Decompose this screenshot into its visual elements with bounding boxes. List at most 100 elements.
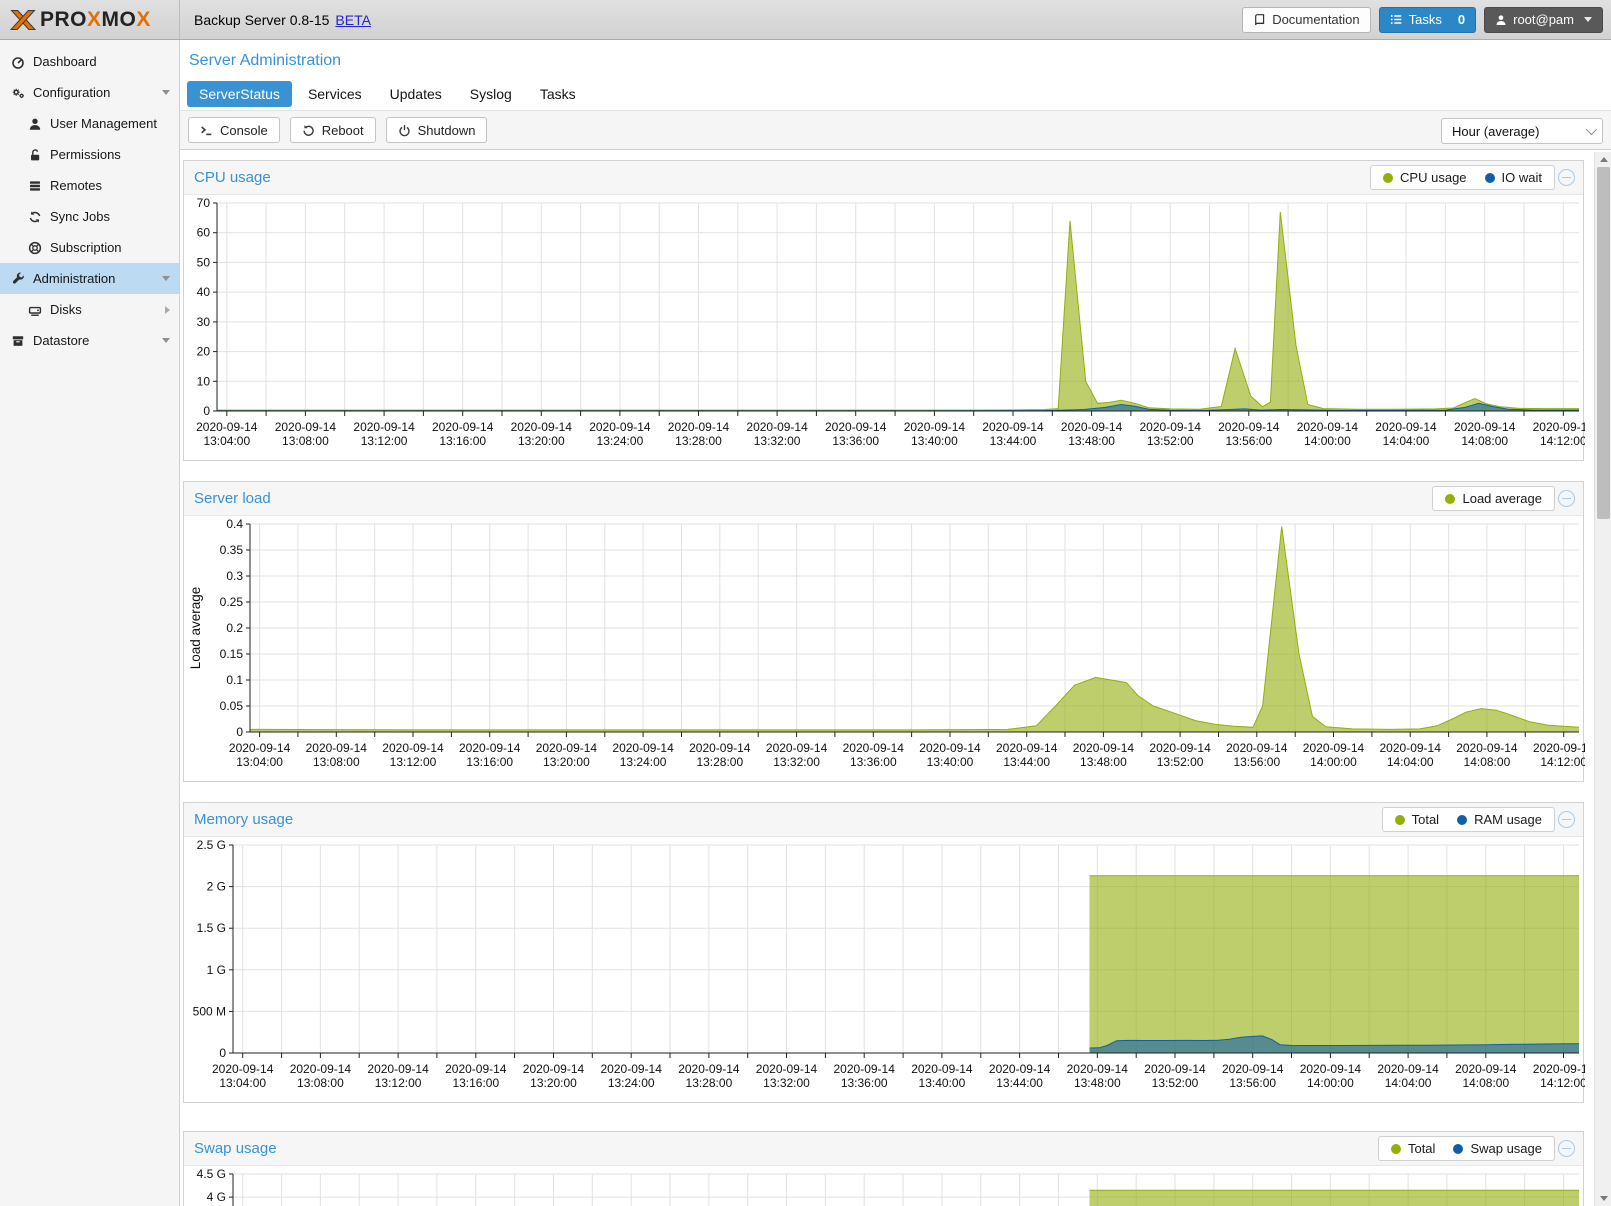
svg-text:2020-09-14: 2020-09-14 (367, 1062, 429, 1076)
svg-text:2020-09-14: 2020-09-14 (445, 1062, 507, 1076)
svg-text:13:44:00: 13:44:00 (990, 434, 1037, 448)
timeframe-value: Hour (average) (1452, 123, 1540, 139)
sidebar-item-datastore[interactable]: Datastore (0, 325, 179, 356)
legend-cpu-usage[interactable]: CPU usage (1383, 170, 1467, 185)
svg-text:2020-09-14: 2020-09-14 (1061, 420, 1123, 434)
svg-text:2020-09-14: 2020-09-14 (1140, 420, 1202, 434)
svg-text:13:12:00: 13:12:00 (375, 1076, 422, 1090)
svg-text:2020-09-14: 2020-09-14 (1300, 1062, 1362, 1076)
scroll-up-button[interactable] (1595, 152, 1611, 167)
svg-text:14:04:00: 14:04:00 (1387, 755, 1434, 769)
proxmox-x-icon (10, 9, 36, 30)
legend-swap-usage[interactable]: Swap usage (1453, 1141, 1542, 1156)
legend-dot-icon (1453, 1143, 1464, 1154)
svg-text:13:24:00: 13:24:00 (597, 434, 644, 448)
sidebar-item-label: Remotes (50, 178, 103, 193)
legend-dot-icon (1445, 493, 1456, 504)
timeframe-select[interactable]: Hour (average) (1441, 118, 1603, 144)
legend-load-average[interactable]: Load average (1445, 491, 1542, 506)
legend-label: CPU usage (1400, 170, 1467, 185)
svg-text:13:28:00: 13:28:00 (686, 1076, 733, 1090)
sidebar-item-label: Sync Jobs (50, 209, 110, 224)
svg-text:14:08:00: 14:08:00 (1462, 1076, 1509, 1090)
tasks-button[interactable]: Tasks 0 (1378, 6, 1477, 33)
panel-header: Memory usage Total RAM usage (184, 803, 1583, 837)
svg-text:13:04:00: 13:04:00 (236, 755, 283, 769)
legend-total[interactable]: Total (1394, 812, 1439, 827)
svg-text:13:20:00: 13:20:00 (543, 755, 590, 769)
chart-legend: CPU usage IO wait (1370, 165, 1555, 190)
sidebar-item-remotes[interactable]: Remotes (0, 170, 179, 201)
svg-text:2020-09-14: 2020-09-14 (689, 741, 751, 755)
reboot-button[interactable]: Reboot (289, 117, 376, 143)
user-menu-button[interactable]: root@pam (1484, 6, 1603, 33)
legend-ram-usage[interactable]: RAM usage (1457, 812, 1542, 827)
svg-text:13:40:00: 13:40:00 (911, 434, 958, 448)
tab-services[interactable]: Services (307, 86, 362, 102)
user-icon (1496, 14, 1506, 25)
beta-link[interactable]: BETA (335, 11, 371, 28)
svg-text:2020-09-14: 2020-09-14 (1297, 420, 1359, 434)
chevron-down-icon[interactable] (162, 90, 170, 95)
collapse-panel-button[interactable] (1558, 169, 1575, 186)
panel-title: Memory usage (194, 811, 294, 828)
sidebar-item-sync-jobs[interactable]: Sync Jobs (0, 201, 179, 232)
sidebar: Dashboard Configuration User Management Per… (0, 40, 180, 1206)
svg-text:0: 0 (219, 1046, 226, 1060)
chevron-down-icon[interactable] (162, 338, 170, 343)
svg-text:13:40:00: 13:40:00 (919, 1076, 966, 1090)
tasks-label: Tasks (1408, 12, 1442, 27)
svg-text:60: 60 (197, 226, 211, 240)
collapse-panel-button[interactable] (1558, 490, 1575, 507)
sidebar-item-dashboard[interactable]: Dashboard (0, 46, 179, 77)
svg-text:1.5 G: 1.5 G (197, 921, 226, 935)
tab-updates[interactable]: Updates (389, 86, 442, 102)
collapse-panel-button[interactable] (1558, 1140, 1575, 1157)
scroll-down-button[interactable] (1595, 1191, 1611, 1206)
vertical-scrollbar[interactable] (1594, 152, 1611, 1206)
svg-text:2020-09-14: 2020-09-14 (196, 420, 258, 434)
documentation-button[interactable]: Documentation (1242, 6, 1371, 33)
triangle-down-icon (1599, 1196, 1608, 1201)
tab-tasks[interactable]: Tasks (539, 86, 576, 102)
svg-text:2020-09-14: 2020-09-14 (432, 420, 494, 434)
svg-text:13:08:00: 13:08:00 (297, 1076, 344, 1090)
legend-io-wait[interactable]: IO wait (1484, 170, 1542, 185)
sidebar-item-disks[interactable]: Disks (0, 294, 179, 325)
shutdown-button[interactable]: Shutdown (385, 117, 488, 143)
panel-cpu-usage: CPU usage CPU usage IO wait 0 10 20 30 40 50 60 70… (183, 160, 1594, 461)
svg-text:13:52:00: 13:52:00 (1152, 1076, 1199, 1090)
svg-text:13:32:00: 13:32:00 (754, 434, 801, 448)
svg-text:13:12:00: 13:12:00 (361, 434, 408, 448)
sidebar-item-configuration[interactable]: Configuration (0, 77, 179, 108)
svg-text:0: 0 (236, 725, 243, 739)
sidebar-item-subscription[interactable]: Subscription (0, 232, 179, 263)
support-icon (28, 241, 42, 254)
legend-total[interactable]: Total (1390, 1141, 1436, 1156)
legend-label: Total (1407, 1141, 1436, 1156)
svg-text:13:24:00: 13:24:00 (620, 755, 667, 769)
svg-text:14:00:00: 14:00:00 (1307, 1076, 1354, 1090)
sidebar-item-label: Administration (33, 271, 116, 286)
sidebar-item-label: Permissions (50, 147, 121, 162)
tab-syslog[interactable]: Syslog (469, 86, 512, 102)
svg-text:2020-09-14: 2020-09-14 (996, 741, 1058, 755)
svg-text:2020-09-14: 2020-09-14 (1533, 420, 1585, 434)
scrollbar-thumb[interactable] (1597, 167, 1610, 519)
console-button[interactable]: Console (188, 117, 280, 143)
page-title: Server Administration (189, 52, 342, 69)
sidebar-item-user-management[interactable]: User Management (0, 108, 179, 139)
sidebar-item-administration[interactable]: Administration (0, 263, 179, 294)
button-label: Shutdown (417, 122, 476, 138)
svg-text:2020-09-14: 2020-09-14 (766, 741, 828, 755)
sidebar-item-permissions[interactable]: Permissions (0, 139, 179, 170)
panel-memory-usage: Memory usage Total RAM usage 0 500 M 1 G 1.5 G… (183, 802, 1594, 1103)
svg-text:13:52:00: 13:52:00 (1147, 434, 1194, 448)
chevron-down-icon[interactable] (162, 276, 170, 281)
tab-serverstatus[interactable]: ServerStatus (187, 81, 292, 107)
chevron-right-icon[interactable] (165, 305, 170, 314)
svg-text:13:16:00: 13:16:00 (466, 755, 513, 769)
collapse-panel-button[interactable] (1558, 811, 1575, 828)
